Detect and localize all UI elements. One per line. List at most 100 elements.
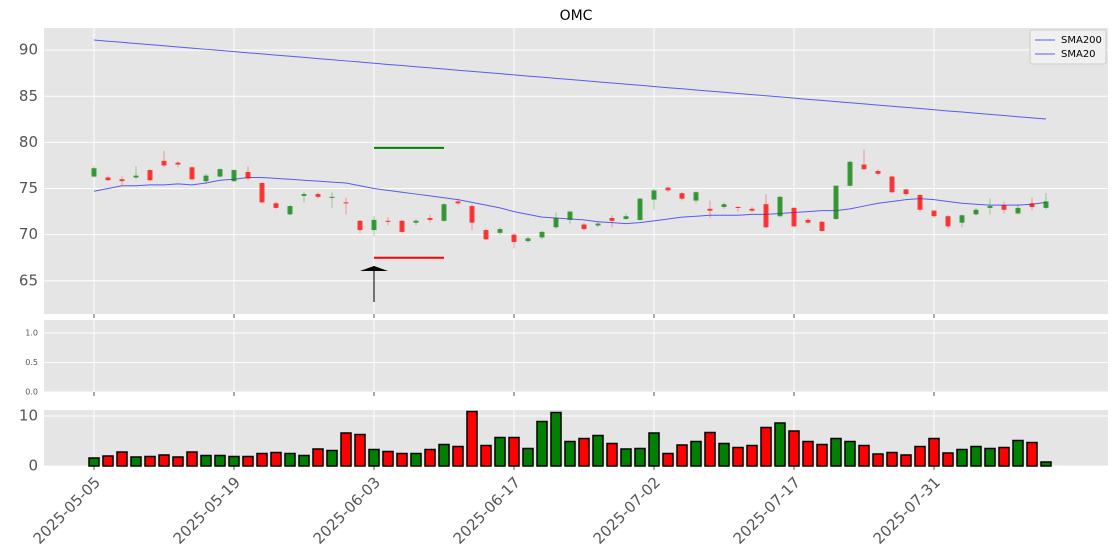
candle-body: [175, 162, 181, 165]
candle-body: [875, 171, 881, 174]
volume-bar: [214, 454, 226, 467]
candle-body: [147, 170, 153, 181]
candle-body: [329, 196, 335, 198]
volume-bar: [858, 444, 870, 467]
y-tick-label: 90: [19, 41, 38, 59]
x-tick-label: 2025-07-02: [590, 473, 664, 547]
candle-body: [427, 218, 433, 220]
volume-bar: [704, 431, 716, 467]
candle-body: [763, 204, 769, 228]
candle-body: [903, 189, 909, 195]
volume-bar: [690, 440, 702, 467]
candle-body: [665, 187, 671, 191]
volume-bar: [88, 457, 100, 467]
volume-bar: [466, 410, 478, 467]
candle-body: [917, 194, 923, 210]
candle-body: [735, 206, 741, 208]
candle-body: [539, 231, 545, 238]
volume-bar: [340, 432, 352, 467]
volume-bar: [396, 452, 408, 467]
candle-body: [707, 208, 713, 211]
candle-body: [231, 170, 237, 182]
candle-body: [833, 185, 839, 219]
volume-bar: [760, 426, 772, 467]
volume-bar: [158, 454, 170, 467]
candle-body: [315, 194, 321, 197]
y-tick-label: 1.0: [25, 328, 38, 337]
y-tick-label: 85: [19, 87, 38, 105]
x-tick-label: 2025-05-19: [170, 473, 244, 547]
volume-bar: [900, 454, 912, 467]
legend-label: SMA20: [1061, 49, 1096, 60]
volume-bar: [676, 444, 688, 467]
candle-body: [483, 230, 489, 240]
x-tick-label: 2025-07-31: [870, 473, 944, 547]
volume-bar: [284, 452, 296, 467]
candle-body: [581, 224, 587, 230]
candle-body: [301, 194, 307, 196]
candle-body: [511, 234, 517, 243]
volume-bar: [564, 440, 576, 467]
candle-body: [245, 171, 251, 179]
candle-body: [749, 208, 755, 211]
candle-body: [609, 218, 615, 221]
volume-bar: [578, 437, 590, 467]
volume-bar: [144, 455, 156, 467]
candle-body: [497, 229, 503, 233]
volume-bar: [1012, 439, 1024, 467]
candle-body: [987, 206, 993, 208]
volume-bar: [774, 422, 786, 467]
chart-title: OMC: [560, 8, 593, 24]
volume-bar: [956, 448, 968, 467]
x-tick-label: 2025-06-03: [310, 473, 384, 547]
volume-bar: [410, 452, 422, 467]
volume-bar: [830, 437, 842, 467]
y-tick-label: 0: [28, 457, 38, 475]
candle-body: [259, 182, 265, 203]
volume-bar: [494, 436, 506, 467]
candle-body: [133, 175, 139, 178]
y-tick-label: 10: [19, 407, 38, 425]
volume-bar: [802, 440, 814, 467]
candle-body: [1001, 205, 1007, 210]
candle-body: [623, 216, 629, 219]
volume-bar: [886, 451, 898, 467]
candle-body: [441, 204, 447, 221]
candle-body: [287, 206, 293, 215]
candle-body: [217, 169, 223, 177]
volume-bar: [592, 434, 604, 467]
volume-bar: [298, 454, 310, 467]
candle-body: [413, 220, 419, 223]
volume-bar: [270, 451, 282, 467]
candle-body: [273, 203, 279, 208]
candle-body: [791, 207, 797, 227]
candle-body: [553, 218, 559, 228]
y-tick-label: 80: [19, 133, 38, 151]
volume-bar: [480, 444, 492, 467]
candle-body: [721, 204, 727, 207]
volume-bar: [970, 445, 982, 467]
volume-bar: [368, 448, 380, 467]
volume-bar: [914, 445, 926, 467]
volume-bar: [606, 442, 618, 467]
candle-body: [399, 220, 405, 232]
volume-bar: [102, 455, 114, 467]
candle-body: [819, 221, 825, 231]
volume-bar: [788, 430, 800, 467]
candle-body: [637, 198, 643, 220]
candle-body: [777, 196, 783, 217]
volume-bar: [550, 411, 562, 467]
volume-bar: [1026, 441, 1038, 467]
volume-bar: [256, 452, 268, 467]
y-tick-label: 0.5: [25, 358, 38, 367]
volume-bar: [718, 442, 730, 467]
volume-bar: [998, 446, 1010, 467]
volume-bar: [326, 449, 338, 467]
y-tick-label: 0.0: [25, 388, 38, 397]
x-tick-label: 2025-05-05: [30, 473, 104, 547]
candle-body: [105, 177, 111, 181]
candle-body: [1043, 201, 1049, 208]
volume-bar: [536, 420, 548, 467]
volume-bar: [648, 432, 660, 467]
